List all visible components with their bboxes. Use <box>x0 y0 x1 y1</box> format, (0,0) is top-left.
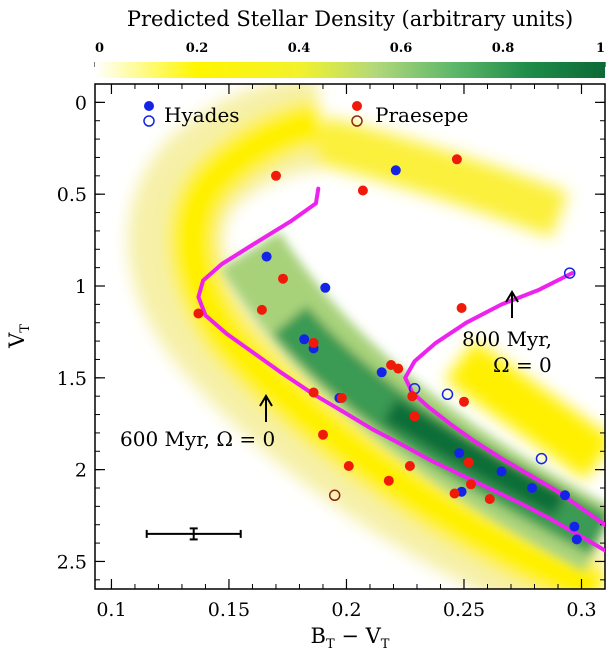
legend-praesepe-label: Praesepe <box>375 103 469 127</box>
hyades-point <box>376 367 387 378</box>
praesepe-point <box>256 304 267 315</box>
annotation-600-label: 600 Myr, Ω = 0 <box>120 427 275 451</box>
hyades-point <box>320 282 331 293</box>
hyades-point <box>299 334 310 345</box>
annotation-800-label-line2: Ω = 0 <box>493 353 552 377</box>
hyades-open-point <box>535 452 548 465</box>
y-tick-label: 2 <box>75 460 87 482</box>
annotation-800-label-line1: 800 Myr, <box>462 327 552 351</box>
x-axis-title-sub2: T <box>381 637 390 652</box>
x-axis-title: BT − VT <box>311 624 390 652</box>
praesepe-point <box>466 479 476 490</box>
praesepe-point <box>343 461 354 471</box>
density-band-right <box>445 339 605 481</box>
colorbar-tick-label: 0.8 <box>492 41 515 56</box>
hyades-point <box>454 448 465 459</box>
x-axis-title-mid: − V <box>335 624 382 648</box>
y-tick-label: 1.5 <box>57 368 87 390</box>
density-band-yellow <box>169 99 605 589</box>
hyades-open-point <box>441 388 454 401</box>
annotation-800-arrowhead <box>505 290 519 303</box>
colorbar-tick-label: 0.4 <box>288 41 311 56</box>
error-bar <box>145 527 242 541</box>
praesepe-point <box>336 393 347 403</box>
density-band-peak <box>383 398 566 517</box>
legend-hyades-filled-marker <box>144 101 154 111</box>
data-points <box>193 154 582 545</box>
praesepe-point <box>459 396 469 407</box>
praesepe-point <box>409 411 420 422</box>
praesepe-point <box>308 387 319 398</box>
x-axis-title-sub1: T <box>326 637 335 652</box>
x-axis-title-main: B <box>311 624 326 648</box>
praesepe-point <box>407 391 418 402</box>
x-tick-label: 0.15 <box>208 599 250 621</box>
praesepe-point <box>383 475 394 486</box>
y-tick-label: 0 <box>75 92 87 114</box>
y-axis-title: VT <box>5 324 33 349</box>
praesepe-point <box>484 494 495 504</box>
hyades-point <box>261 251 272 262</box>
praesepe-point <box>456 303 467 313</box>
y-tick-label: 0.5 <box>57 184 87 206</box>
plot-frame <box>94 83 606 590</box>
hyades-open-point <box>563 267 576 279</box>
isochrones <box>196 186 605 553</box>
hyades-point <box>560 490 570 501</box>
colorbar-tick-label: 0 <box>95 41 104 56</box>
praesepe-open-point <box>328 489 341 502</box>
y-axis-title-sub: T <box>18 324 33 333</box>
isochrone-600-myr <box>196 186 605 553</box>
x-axis: 0.1 0.15 0.2 0.25 0.3 <box>96 84 597 621</box>
praesepe-point <box>393 363 404 374</box>
hyades-point <box>390 165 401 176</box>
hyades-point <box>569 521 580 532</box>
isochrone-800-myr <box>403 271 605 527</box>
praesepe-point <box>463 457 474 468</box>
x-tick-label: 0.3 <box>566 599 596 621</box>
density-map <box>128 84 605 589</box>
hyades-point <box>496 466 507 477</box>
praesepe-point <box>308 337 319 348</box>
praesepe-point <box>404 461 415 471</box>
colorbar-tick-label: 0.6 <box>390 41 413 56</box>
praesepe-point <box>357 185 368 196</box>
y-axis: 0 0.5 1 1.5 2 2.5 <box>57 92 605 581</box>
praesepe-point <box>449 488 460 499</box>
annotation-800: 800 Myr, Ω = 0 <box>462 290 552 377</box>
hyades-point <box>527 483 538 493</box>
colorbar-tick-label: 0.2 <box>186 41 209 56</box>
y-tick-label: 1 <box>75 276 87 298</box>
hyades-point <box>571 534 582 545</box>
praesepe-point <box>278 273 288 284</box>
annotation-600: 600 Myr, Ω = 0 <box>120 394 275 451</box>
legend-praesepe-filled-marker <box>352 101 362 111</box>
x-tick-label: 0.2 <box>331 599 361 621</box>
y-tick-label: 2.5 <box>57 551 87 573</box>
praesepe-point <box>451 154 462 165</box>
legend: Hyades Praesepe <box>143 101 469 127</box>
praesepe-point <box>318 429 328 440</box>
colorbar-tick-label: 1 <box>596 41 605 56</box>
praesepe-point <box>193 308 204 319</box>
y-axis-title-main: V <box>5 332 29 349</box>
x-tick-label: 0.25 <box>443 599 485 621</box>
legend-praesepe-open-marker <box>351 115 363 127</box>
legend-hyades-label: Hyades <box>164 103 240 127</box>
annotation-600-arrowhead <box>259 394 273 407</box>
density-band-upper <box>314 116 569 238</box>
legend-hyades-open-marker <box>143 115 155 127</box>
praesepe-point <box>271 170 281 181</box>
colorbar-title: Predicted Stellar Density (arbitrary uni… <box>127 7 573 31</box>
x-tick-label: 0.1 <box>96 599 126 621</box>
colorbar <box>95 62 605 78</box>
